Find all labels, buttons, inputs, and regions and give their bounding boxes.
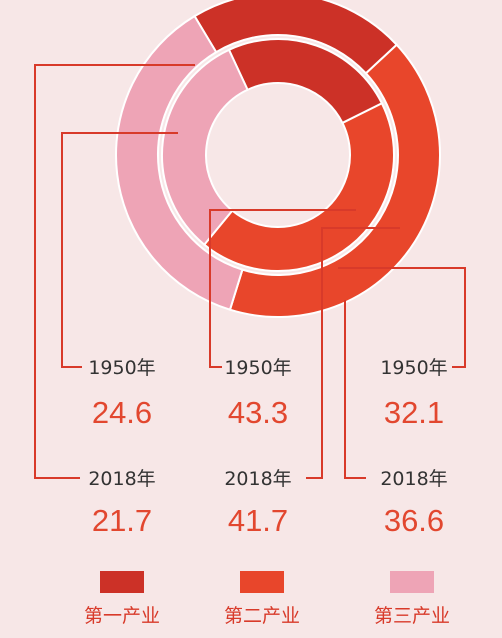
leader-lines: [34, 64, 466, 479]
year-label: 1950年: [380, 357, 447, 379]
value-label: 24.6: [92, 395, 152, 430]
year-label: 1950年: [224, 357, 291, 379]
leader-line: [338, 267, 466, 368]
legend-swatch: [390, 571, 434, 593]
leader-line: [34, 64, 195, 479]
legend-swatch: [100, 571, 144, 593]
value-label: 32.1: [384, 395, 444, 430]
value-label: 21.7: [92, 503, 152, 538]
ring-segment: [202, 102, 395, 272]
value-label: 41.7: [228, 503, 288, 538]
ring-segment: [228, 43, 441, 318]
leader-line: [344, 300, 366, 479]
legend-label: 第一产业: [84, 605, 160, 627]
legend-swatch: [240, 571, 284, 593]
rings: [115, 0, 441, 318]
value-label: 43.3: [228, 395, 288, 430]
value-label: 36.6: [384, 503, 444, 538]
ring-segment: [161, 48, 249, 246]
leader-line: [61, 132, 178, 368]
ring-segment: [115, 14, 244, 311]
labels: 1950年 24.6 1950年 43.3 1950年 32.1 2018年 21.7 2018…: [84, 357, 450, 627]
year-label: 1950年: [88, 357, 155, 379]
legend-label: 第二产业: [224, 605, 300, 627]
year-label: 2018年: [88, 468, 155, 490]
year-label: 2018年: [224, 468, 291, 490]
legend-label: 第三产业: [374, 605, 450, 627]
leader-line: [306, 227, 400, 479]
year-label: 2018年: [380, 468, 447, 490]
leader-line: [209, 209, 356, 368]
